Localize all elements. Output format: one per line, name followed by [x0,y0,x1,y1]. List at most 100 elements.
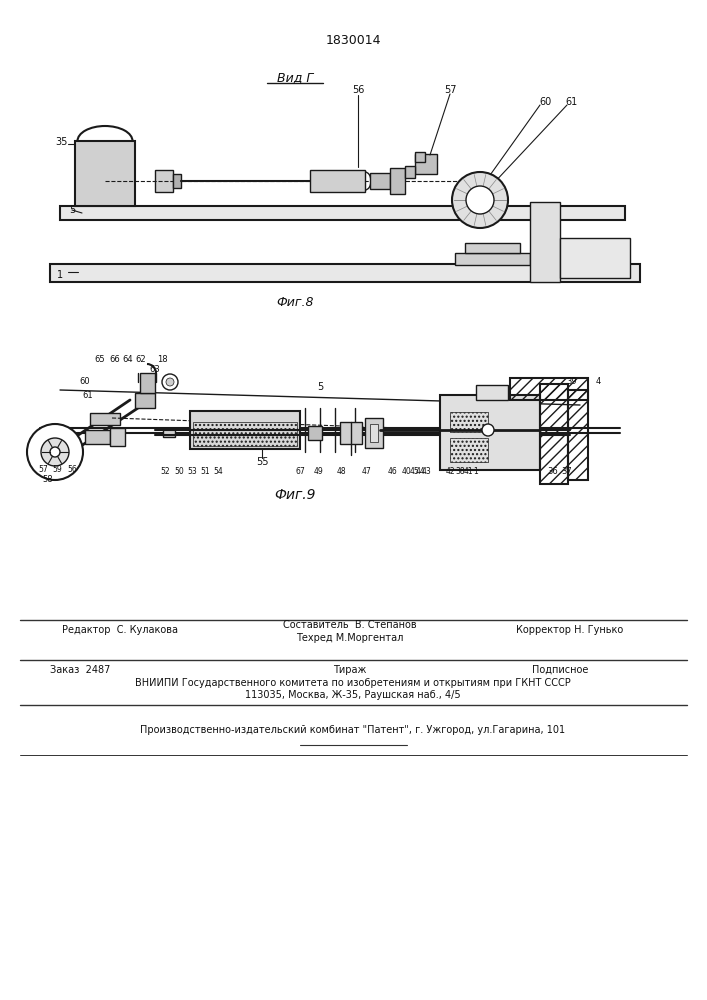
Text: Фиг.9: Фиг.9 [274,488,316,502]
Bar [450,438,488,462]
Text: 65: 65 [95,356,105,364]
Text: 60: 60 [80,377,90,386]
Text: 42: 42 [445,468,455,477]
Bar [390,168,405,194]
Bar [163,429,175,437]
Bar [365,418,383,448]
Bar [190,411,300,449]
Text: 40: 40 [402,468,412,477]
Text: 1: 1 [474,468,479,477]
Text: 60: 60 [539,97,551,107]
Text: 59: 59 [52,466,62,475]
Text: 48: 48 [337,468,346,477]
Bar [540,384,568,484]
Circle shape [166,378,174,386]
Text: 113035, Москва, Ж-35, Раушская наб., 4/5: 113035, Москва, Ж-35, Раушская наб., 4/5 [245,690,461,700]
Text: 46: 46 [388,468,398,477]
Circle shape [50,447,60,457]
Text: 53: 53 [187,468,197,477]
Bar [90,413,120,425]
Text: Корректор Н. Гунько: Корректор Н. Гунько [516,625,624,635]
Bar [568,390,588,480]
Bar [85,430,110,444]
Text: 62: 62 [136,356,146,364]
Circle shape [27,424,83,480]
Text: 50: 50 [174,468,184,477]
Text: 56: 56 [352,85,364,95]
Bar [440,395,540,470]
Bar [308,426,322,440]
Text: Производственно-издательский комбинат "Патент", г. Ужгород, ул.Гагарина, 101: Производственно-издательский комбинат "П… [141,725,566,735]
Bar [310,170,365,192]
Bar [110,428,125,446]
Text: 36: 36 [548,468,559,477]
Bar [415,154,437,174]
Text: 38: 38 [455,468,464,477]
Text: 49: 49 [313,468,323,477]
Text: 61: 61 [83,391,93,400]
Bar [450,412,488,432]
Text: 51: 51 [200,468,210,477]
Bar [415,152,425,162]
Text: 43: 43 [422,468,432,477]
Bar [465,243,520,253]
Text: 67: 67 [295,468,305,477]
Text: ВНИИПИ Государственного комитета по изобретениям и открытиям при ГКНТ СССР: ВНИИПИ Государственного комитета по изоб… [135,678,571,688]
Text: 64: 64 [123,356,134,364]
Text: 47: 47 [361,468,371,477]
Circle shape [482,424,494,436]
Bar [476,385,508,400]
Text: Техред М.Моргентал: Техред М.Моргентал [296,633,404,643]
Bar [340,422,362,444]
Text: Составитель  В. Степанов: Составитель В. Степанов [284,620,417,630]
Text: 55: 55 [256,457,268,467]
Bar [50,264,640,282]
Text: 5: 5 [317,382,323,392]
Text: Вид Г: Вид Г [277,72,313,85]
Bar [193,422,297,434]
Bar [60,206,625,220]
Bar [455,253,530,265]
Circle shape [452,172,508,228]
Text: Редактор  С. Кулакова: Редактор С. Кулакова [62,625,178,635]
Text: 18: 18 [157,356,168,364]
Bar [140,373,155,393]
Bar [370,424,378,442]
Text: 66: 66 [110,356,120,364]
Text: 54: 54 [213,468,223,477]
Text: 35: 35 [56,137,68,147]
Text: 1830014: 1830014 [325,33,381,46]
Text: 1: 1 [57,270,63,280]
Text: 63: 63 [150,365,160,374]
Circle shape [162,374,178,390]
Bar [370,173,390,189]
Text: 56: 56 [67,466,77,475]
Text: Фиг.8: Фиг.8 [276,296,314,308]
Bar [405,166,415,178]
Text: 5: 5 [69,205,75,215]
Bar [135,393,155,408]
Bar [560,238,630,278]
Text: Тираж: Тираж [333,665,367,675]
Text: 57: 57 [38,466,48,475]
Circle shape [466,186,494,214]
Text: Подписное: Подписное [532,665,588,675]
Text: 58: 58 [42,476,53,485]
Text: 41: 41 [463,468,473,477]
Circle shape [41,438,69,466]
Text: 44: 44 [416,468,426,477]
Bar [530,202,560,282]
Text: 61: 61 [566,97,578,107]
Bar [510,378,588,400]
Text: Заказ  2487: Заказ 2487 [49,665,110,675]
Text: 52: 52 [160,468,170,477]
Text: 57: 57 [444,85,456,95]
Text: 45: 45 [410,468,420,477]
Bar [155,170,173,192]
Bar [193,434,297,446]
Text: 37: 37 [561,468,573,477]
Bar [173,174,181,188]
Text: 39: 39 [567,377,578,386]
Text: 4: 4 [595,377,601,386]
Bar [75,141,135,206]
